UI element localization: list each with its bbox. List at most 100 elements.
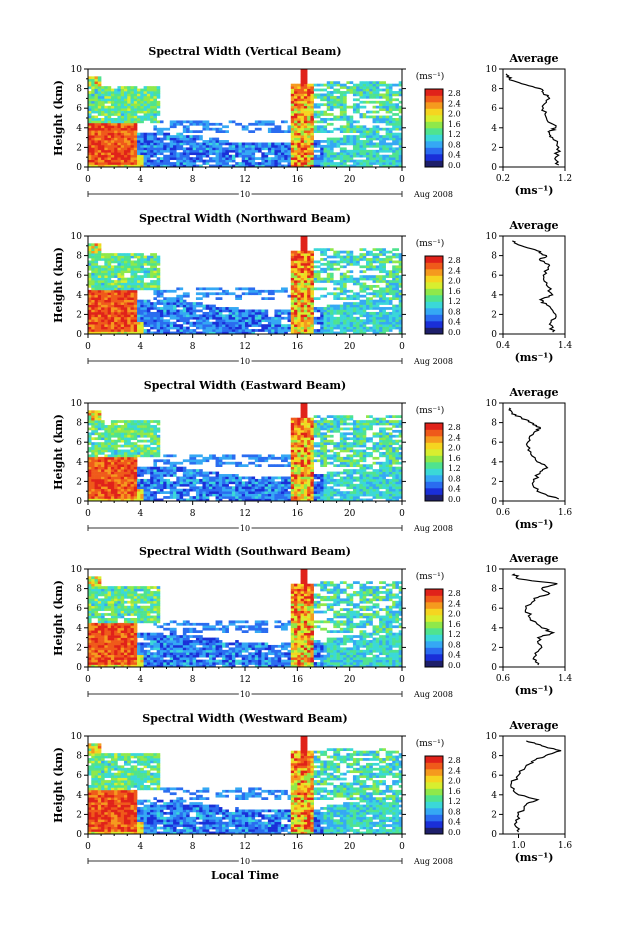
heatmap-cell: [94, 459, 99, 463]
heatmap-cell: [300, 127, 305, 131]
heatmap-cell: [120, 292, 125, 296]
heatmap-cell: [123, 115, 128, 119]
heatmap-cell: [330, 118, 334, 121]
heatmap-cell: [104, 88, 108, 92]
heatmap-cell: [258, 162, 262, 165]
colorbar-swatch: [425, 89, 443, 96]
heatmap-cell: [294, 311, 298, 315]
heatmap-cell: [307, 289, 311, 293]
x-tick-label: 8: [190, 175, 196, 185]
heatmap-cell: [88, 483, 92, 487]
heatmap-cell: [323, 120, 328, 124]
heatmap-cell: [395, 277, 400, 281]
heatmap-cell: [140, 142, 144, 146]
heatmap-cell: [372, 253, 377, 256]
heatmap-cell: [94, 437, 99, 441]
average-x-tick-label: 0.4: [496, 341, 511, 351]
heatmap-cell: [258, 314, 262, 318]
heatmap-cell: [303, 164, 308, 168]
heatmap-cell: [104, 253, 108, 256]
heatmap-cell: [104, 120, 108, 124]
heatmap-cell: [140, 491, 144, 494]
heatmap-cell: [385, 149, 390, 153]
heatmap-cell: [88, 157, 92, 160]
heatmap-cell: [343, 147, 347, 151]
heatmap-cell: [382, 162, 386, 165]
heatmap-cell: [346, 105, 350, 109]
heatmap-cell: [117, 105, 122, 109]
heatmap-cell: [199, 164, 203, 168]
heatmap-cell: [267, 122, 272, 126]
heatmap-cell: [385, 137, 390, 141]
heatmap-cell: [310, 307, 314, 310]
heatmap-cell: [117, 425, 122, 428]
heatmap-cell: [382, 267, 386, 271]
heatmap-cell: [88, 442, 92, 445]
heatmap-cell: [313, 125, 318, 129]
heatmap-cell: [209, 331, 213, 335]
heatmap-cell: [110, 478, 115, 482]
heatmap-cell: [379, 329, 383, 332]
heatmap-cell: [251, 311, 256, 315]
heatmap-cell: [133, 321, 138, 325]
heatmap-cell: [130, 434, 135, 438]
heatmap-cell: [195, 309, 200, 313]
heatmap-cell: [205, 314, 210, 318]
heatmap-cell: [323, 152, 328, 156]
heatmap-cell: [225, 125, 229, 129]
heatmap-cell: [159, 140, 164, 143]
heatmap-cell: [153, 91, 157, 94]
heatmap-cell: [97, 122, 102, 126]
heatmap-cell: [310, 125, 314, 129]
heatmap-cell: [303, 81, 308, 84]
heatmap-cell: [241, 326, 246, 330]
heatmap-cell: [215, 164, 220, 168]
heatmap-cell: [133, 420, 138, 423]
heatmap-cell: [133, 159, 138, 163]
heatmap-cell: [307, 316, 311, 320]
heatmap-cell: [320, 314, 324, 318]
heatmap-cell: [333, 331, 337, 335]
heatmap-cell: [114, 302, 118, 305]
heatmap-cell: [127, 267, 131, 271]
heatmap-cell: [153, 326, 157, 330]
heatmap-cell: [297, 287, 301, 291]
heatmap-cell: [209, 164, 213, 168]
heatmap-cell: [88, 135, 92, 138]
heatmap-cell: [192, 147, 197, 151]
heatmap-cell: [107, 164, 112, 168]
heatmap-cell: [352, 137, 357, 141]
heatmap-cell: [209, 159, 213, 163]
heatmap-cell: [104, 434, 108, 438]
heatmap-cell: [238, 321, 243, 325]
heatmap-cell: [326, 307, 331, 310]
heatmap-cell: [316, 93, 321, 97]
heatmap-cell: [362, 275, 367, 278]
heatmap-cell: [166, 299, 171, 303]
heatmap-cell: [156, 267, 161, 271]
heatmap-cell: [123, 437, 128, 441]
heatmap-cell: [323, 159, 328, 163]
heatmap-cell: [326, 329, 331, 332]
heatmap-cell: [130, 154, 135, 158]
heatmap-cell: [104, 432, 108, 436]
heatmap-cell: [330, 275, 334, 278]
heatmap-cell: [110, 289, 115, 293]
heatmap-cell: [366, 260, 370, 264]
heatmap-cell: [101, 98, 105, 102]
heatmap-cell: [163, 311, 167, 315]
heatmap-cell: [202, 329, 207, 332]
heatmap-cell: [173, 326, 177, 330]
heatmap-cell: [94, 248, 99, 251]
x-tick-label: 4: [137, 342, 143, 352]
heatmap-cell: [101, 154, 105, 158]
heatmap-cell: [310, 142, 314, 146]
heatmap-cell: [241, 292, 246, 296]
heatmap-cell: [91, 331, 95, 335]
heatmap-cell: [189, 324, 193, 327]
heatmap-cell: [156, 287, 161, 291]
heatmap-cell: [362, 100, 367, 104]
heatmap-cell: [101, 164, 105, 168]
heatmap-cell: [101, 447, 105, 450]
heatmap-cell: [110, 466, 115, 470]
